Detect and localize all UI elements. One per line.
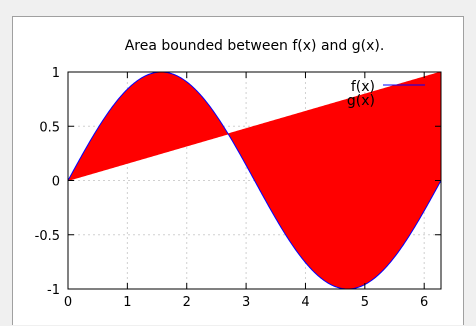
- y-tick-label: 0.5: [39, 120, 60, 135]
- x-tick-label: 2: [183, 295, 191, 310]
- y-tick-label: 0: [52, 175, 60, 190]
- plot-canvas: Area bounded between f(x) and g(x). 0 1 2 3…: [12, 16, 464, 325]
- x-tick-label: 1: [123, 295, 131, 310]
- area-between-f-g: [68, 72, 441, 289]
- legend-label: f(x): [351, 79, 375, 95]
- x-tick-label: 5: [361, 295, 369, 310]
- area-chart: Area bounded between f(x) and g(x). 0 1 2 3…: [35, 38, 442, 310]
- area-fill: [68, 72, 441, 289]
- x-tick-label: 6: [420, 295, 428, 310]
- legend-label: g(x): [347, 93, 375, 109]
- axes: [67, 71, 442, 290]
- y-tick-label: 1: [52, 66, 60, 81]
- tick-labels: 0 1 2 3 4 5 6 1 0.5 0 -0.5 -1: [35, 66, 429, 310]
- y-tick-label: -1: [47, 283, 60, 298]
- x-tick-label: 3: [242, 295, 250, 310]
- series-line-gx: [67, 71, 442, 181]
- x-tick-label: 0: [64, 295, 72, 310]
- y-tick-label: -0.5: [35, 229, 60, 244]
- legend: f(x)g(x): [347, 79, 425, 109]
- x-tick-label: 4: [301, 295, 309, 310]
- series-line-fx: [67, 71, 442, 290]
- series-lines: [67, 71, 442, 290]
- chart-title: Area bounded between f(x) and g(x).: [125, 38, 385, 54]
